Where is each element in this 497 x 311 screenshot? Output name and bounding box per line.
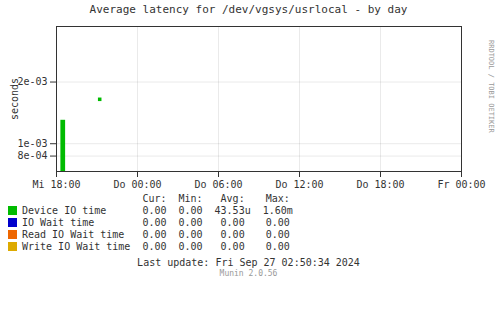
svg-text:Do 12:00: Do 12:00 xyxy=(275,179,323,190)
svg-text:seconds: seconds xyxy=(9,78,20,120)
html-text:Munin 2.0.56: Munin 2.0.56 xyxy=(219,269,278,278)
html-text:0.00: 0.00 xyxy=(220,217,245,228)
html-text:43.53u: 43.53u xyxy=(214,205,251,216)
html-text:0.00: 0.00 xyxy=(265,241,290,252)
html-text:Read IO Wait time: Read IO Wait time xyxy=(22,229,125,240)
svg-text:8e-04: 8e-04 xyxy=(17,150,47,161)
html-text:Cur:: Cur: xyxy=(142,193,167,204)
html-text:Avg:: Avg: xyxy=(220,193,245,204)
svg-text:Fr 00:00: Fr 00:00 xyxy=(437,179,485,190)
html-text:0.00: 0.00 xyxy=(142,205,167,216)
svg-text:Do 00:00: Do 00:00 xyxy=(113,179,161,190)
html-text:0.00: 0.00 xyxy=(220,241,245,252)
svg-text:Do 18:00: Do 18:00 xyxy=(356,179,404,190)
html-text:1.60m: 1.60m xyxy=(262,205,293,216)
html-text:Average latency for /dev/vgsys: Average latency for /dev/vgsys/usrlocal … xyxy=(89,3,408,16)
html-text:0.00: 0.00 xyxy=(178,205,203,216)
html-text:Device IO time: Device IO time xyxy=(22,205,107,216)
html-text:0.00: 0.00 xyxy=(178,241,203,252)
html-text:Max:: Max: xyxy=(265,193,290,204)
html-text:0.00: 0.00 xyxy=(142,217,167,228)
html-text:0.00: 0.00 xyxy=(178,229,203,240)
html-text:IO Wait time: IO Wait time xyxy=(22,217,95,228)
html-text:0.00: 0.00 xyxy=(220,229,245,240)
html-text:0.00: 0.00 xyxy=(265,217,290,228)
html-text:Write IO Wait time: Write IO Wait time xyxy=(22,241,131,252)
svg-text:2e-03: 2e-03 xyxy=(17,76,47,87)
html-text:0.00: 0.00 xyxy=(142,229,167,240)
svg-text:Do 06:00: Do 06:00 xyxy=(194,179,242,190)
html-text:Min:: Min: xyxy=(178,193,203,204)
svg-text:Mi 18:00: Mi 18:00 xyxy=(32,179,80,190)
html-text:Last update: Fri Sep 27 02:50:: Last update: Fri Sep 27 02:50:34 2024 xyxy=(137,257,360,268)
html-text:0.00: 0.00 xyxy=(265,229,290,240)
html-text:0.00: 0.00 xyxy=(178,217,203,228)
html-text:RRDTOOL / TOBI OETIKER: RRDTOOL / TOBI OETIKER xyxy=(487,40,495,133)
html-text:0.00: 0.00 xyxy=(142,241,167,252)
svg-text:1e-03: 1e-03 xyxy=(17,138,47,149)
